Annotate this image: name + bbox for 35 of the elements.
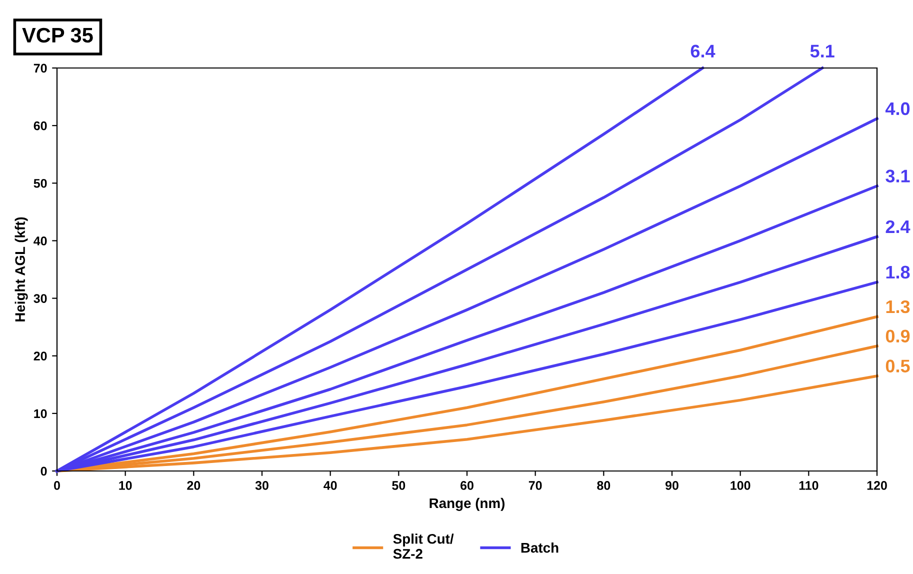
- x-tick-label: 100: [730, 481, 750, 490]
- chart-title: VCP 35: [22, 28, 93, 43]
- annotation: 2.4: [886, 220, 910, 233]
- x-tick-label: 30: [255, 481, 268, 490]
- y-tick-label: 70: [34, 64, 47, 73]
- y-tick-label: 50: [34, 178, 47, 188]
- annotation: 4.0: [885, 102, 910, 116]
- x-tick-label: 110: [799, 481, 818, 490]
- annotation: 6.4: [690, 44, 716, 58]
- x-tick-label: 70: [528, 481, 542, 490]
- x-tick-label: 10: [119, 481, 132, 490]
- x-tick-label: 40: [324, 481, 337, 490]
- x-tick-label: 20: [187, 481, 200, 490]
- legend-label: Split Cut/ SZ-2: [393, 534, 454, 559]
- y-axis-title: Height AGL (kft): [14, 217, 28, 322]
- x-tick-label: 90: [665, 481, 678, 490]
- x-tick-label: 80: [597, 481, 610, 490]
- annotation: 5.1: [810, 44, 834, 58]
- x-axis-title: Range (nm): [430, 498, 505, 511]
- annotation: 1.3: [886, 300, 910, 314]
- y-tick-label: 60: [34, 121, 47, 130]
- y-tick-label: 0: [40, 466, 47, 476]
- annotation: 0.9: [886, 330, 910, 342]
- x-tick-label: 0: [54, 481, 60, 490]
- annotation: 3.1: [886, 170, 910, 182]
- y-tick-label: 30: [34, 294, 47, 303]
- legend-label: Batch: [521, 542, 558, 553]
- x-tick-label: 50: [392, 481, 406, 490]
- x-tick-label: 120: [867, 481, 887, 490]
- annotation: 0.5: [886, 360, 910, 372]
- y-tick-label: 40: [34, 236, 47, 246]
- x-tick-label: 60: [460, 481, 474, 490]
- y-tick-label: 10: [34, 409, 47, 418]
- y-tick-label: 20: [34, 352, 47, 361]
- annotation: 1.8: [886, 266, 910, 279]
